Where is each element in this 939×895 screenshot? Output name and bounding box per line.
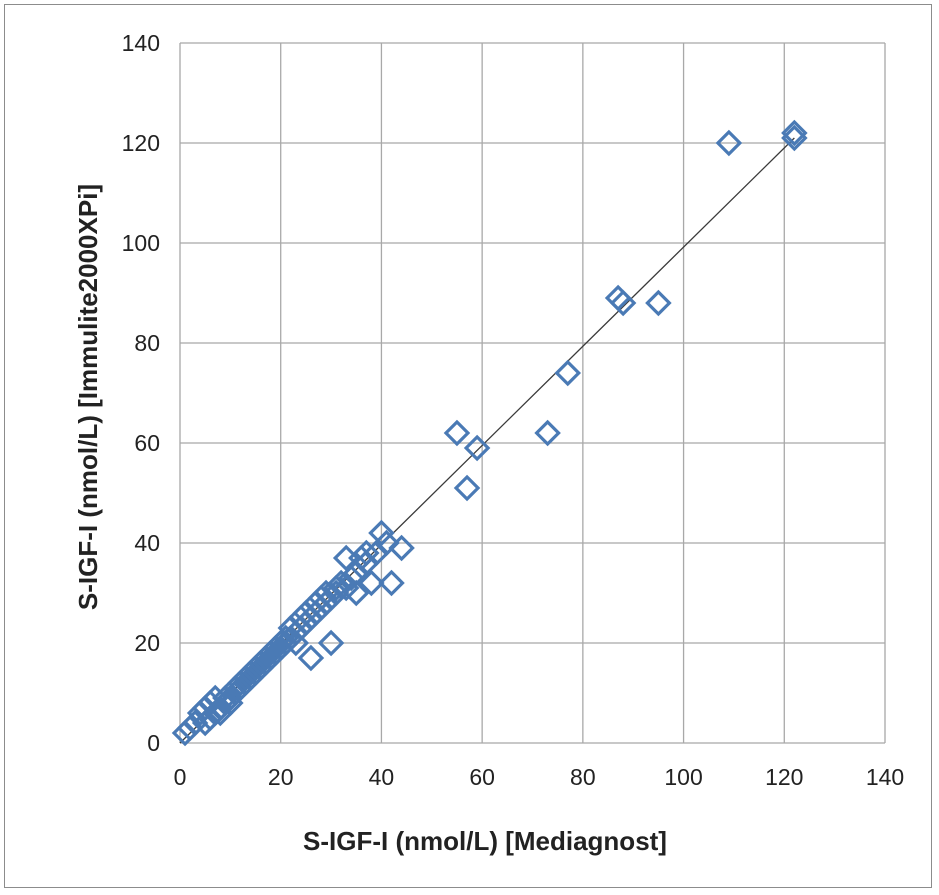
data-point <box>322 574 350 602</box>
data-point <box>715 129 743 157</box>
data-point <box>378 569 405 597</box>
x-tick-label: 80 <box>570 764 596 790</box>
chart-frame: 0 20 40 60 80 100 120 140 0 20 40 60 80 100 120 140 S-I… <box>4 4 932 888</box>
tick-labels: 0 20 40 60 80 100 120 140 0 20 40 60 80 100 120 140 <box>122 30 905 790</box>
data-point <box>342 579 370 607</box>
x-tick-label: 20 <box>268 764 294 790</box>
scatter-plot: 0 20 40 60 80 100 120 140 0 20 40 60 80 100 120 140 S-I… <box>73 30 905 856</box>
data-point <box>368 519 395 547</box>
data-point <box>353 539 380 567</box>
y-tick-label: 120 <box>122 130 160 156</box>
y-tick-label: 100 <box>122 230 160 256</box>
data-point <box>453 474 481 502</box>
y-tick-label: 80 <box>134 330 160 356</box>
x-tick-label: 120 <box>765 764 803 790</box>
x-tick-label: 60 <box>469 764 495 790</box>
y-tick-label: 20 <box>134 630 160 656</box>
data-point <box>282 629 310 657</box>
data-point <box>534 419 561 447</box>
y-tick-label: 60 <box>134 430 160 456</box>
data-point <box>443 419 471 447</box>
y-tick-label: 0 <box>147 730 160 756</box>
x-tick-label: 0 <box>174 764 187 790</box>
x-tick-label: 140 <box>866 764 904 790</box>
data-point <box>358 569 385 597</box>
data-point <box>297 644 325 672</box>
data-point <box>463 434 491 462</box>
x-tick-label: 40 <box>369 764 395 790</box>
x-axis-title: S-IGF-I (nmol/L) [Mediagnost] <box>303 826 667 856</box>
y-tick-label: 40 <box>134 530 160 556</box>
data-point <box>317 584 345 612</box>
data-point <box>609 289 637 317</box>
data-point <box>781 119 808 147</box>
data-point <box>645 289 672 317</box>
data-point <box>554 359 582 387</box>
y-tick-label: 140 <box>122 30 160 56</box>
y-axis-title: S-IGF-I (nmol/L) [Immulite2000XPi] <box>73 184 103 610</box>
data-point <box>217 689 244 717</box>
data-points <box>171 119 808 747</box>
data-point <box>781 124 808 152</box>
data-point <box>388 534 415 562</box>
data-point <box>322 579 350 607</box>
x-tick-label: 100 <box>664 764 702 790</box>
data-point <box>373 529 400 557</box>
data-point <box>317 629 345 657</box>
gridlines <box>179 42 886 744</box>
